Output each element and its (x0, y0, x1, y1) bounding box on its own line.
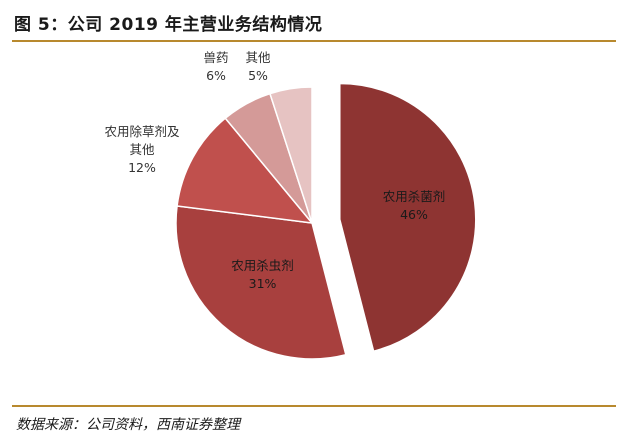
bottom-divider (12, 405, 616, 407)
slice-name-label: 农用杀菌剂 (383, 189, 446, 204)
pie-slice-5 (269, 86, 313, 224)
slice-name-label: 其他 (129, 142, 155, 157)
slice-value-label: 5% (248, 68, 268, 83)
slice-name-label: 其他 (245, 50, 271, 65)
slice-name-label: 兽药 (203, 50, 228, 65)
slice-value-label: 31% (249, 276, 277, 291)
slice-value-label: 46% (400, 207, 428, 222)
slice-value-label: 12% (128, 160, 156, 175)
slice-name-label: 农用杀虫剂 (231, 258, 294, 273)
chart-title: 图 5：公司 2019 年主营业务结构情况 (14, 15, 323, 35)
pie-slice-2 (175, 205, 347, 360)
top-divider (12, 40, 616, 42)
pie-slice-1 (339, 82, 477, 353)
pie-slice-3 (176, 117, 314, 224)
source-note: 数据来源：公司资料，西南证券整理 (16, 417, 240, 433)
slice-name-label: 农用除草剂及 (104, 124, 180, 139)
slice-value-label: 6% (206, 68, 226, 83)
